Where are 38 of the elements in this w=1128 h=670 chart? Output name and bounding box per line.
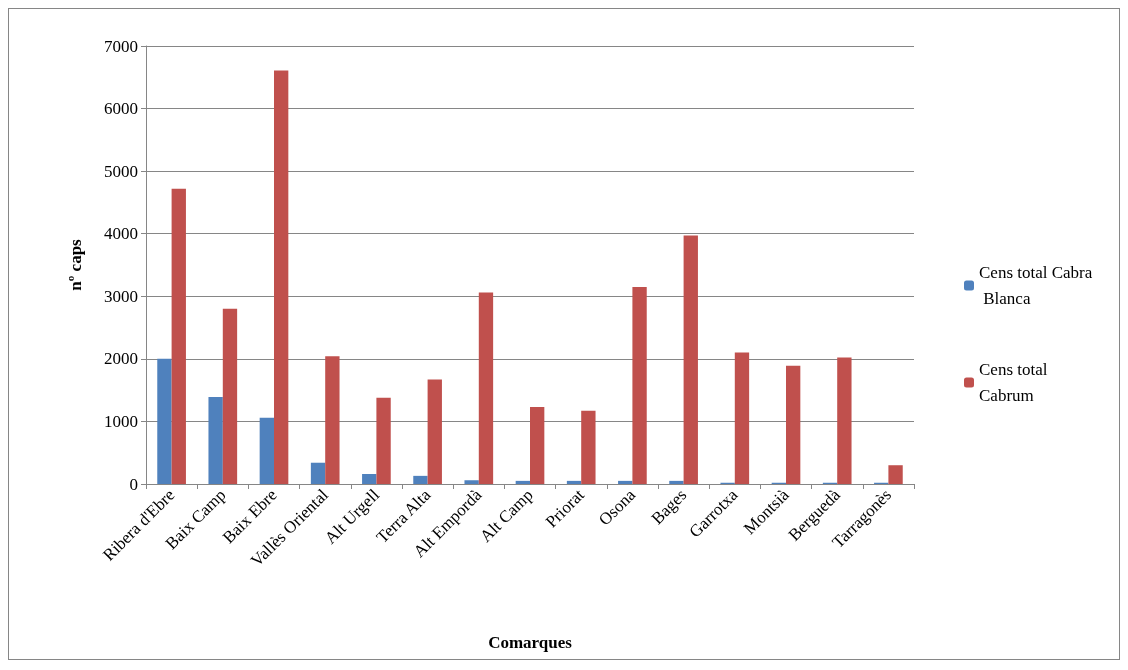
y-tick-label: 7000 [104, 36, 138, 56]
bar [581, 410, 596, 484]
y-tick-label: 6000 [104, 99, 138, 119]
bar [310, 462, 326, 484]
legend-label: Cens total Cabra Blanca [979, 263, 1093, 308]
bar [786, 365, 801, 484]
bar [208, 397, 223, 484]
legend-label: Cens total Cabrum [979, 360, 1052, 405]
y-axis-title: nº caps [66, 238, 85, 291]
bar [274, 70, 289, 484]
bar [530, 407, 545, 484]
bar [259, 417, 274, 484]
x-axis-title: Comarques [488, 633, 573, 652]
y-tick-label: 5000 [104, 161, 138, 181]
bar [734, 352, 750, 484]
bar [566, 480, 582, 484]
bar [515, 480, 530, 484]
bar [669, 480, 684, 484]
bar [888, 465, 903, 484]
bar [413, 475, 428, 484]
bar [325, 356, 340, 484]
bar [464, 480, 479, 484]
bar [171, 188, 186, 484]
bar [157, 358, 172, 484]
bar [222, 308, 238, 484]
y-tick-label: 0 [129, 474, 138, 494]
bar [362, 473, 377, 484]
y-tick-label: 2000 [104, 349, 138, 369]
y-tick-label: 3000 [104, 286, 138, 306]
bar [478, 292, 494, 484]
bar [618, 480, 633, 484]
y-tick-label: 1000 [104, 411, 138, 431]
y-tick-label: 4000 [104, 224, 138, 244]
bar [427, 379, 442, 484]
bar [837, 357, 852, 484]
bar [376, 397, 391, 484]
bar [683, 235, 698, 484]
bar [632, 286, 647, 484]
